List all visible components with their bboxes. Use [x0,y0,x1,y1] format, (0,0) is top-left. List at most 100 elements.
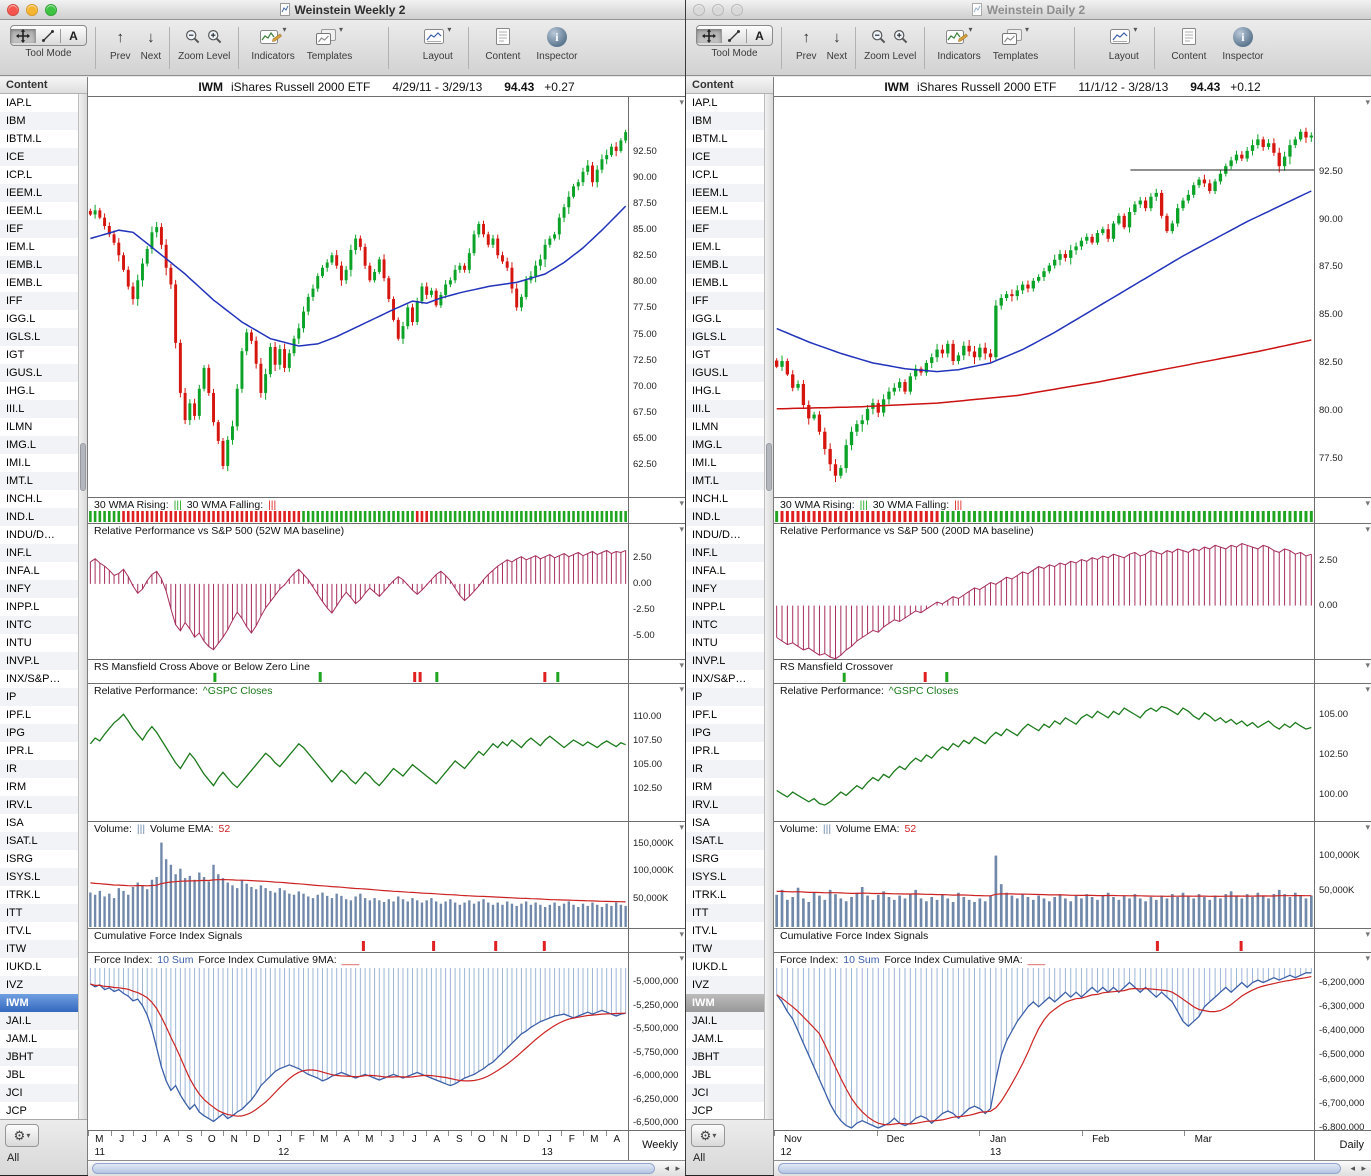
list-item-ivz[interactable]: IVZ [686,976,764,994]
next-button[interactable]: ↓ [830,25,844,49]
list-item-icp-l[interactable]: ICP.L [6,169,33,181]
panel-collapse-toggle[interactable]: ▾ [1365,660,1370,670]
list-item-iukd-l[interactable]: IUKD.L [6,961,42,973]
templates-button[interactable]: ▾ [313,25,346,49]
horizontal-scrollbar[interactable]: ◂ ▸ [774,1160,1371,1176]
panel-collapse-toggle[interactable]: ▾ [1365,524,1370,534]
list-item-jbht[interactable]: JBHT [686,1048,764,1066]
zoom-out-button[interactable] [182,25,204,49]
list-item-ihg-l[interactable]: IHG.L [692,385,721,397]
list-item-ipr-l[interactable]: IPR.L [692,745,720,757]
list-item-imt-l[interactable]: IMT.L [686,472,764,490]
list-item-itw[interactable]: ITW [686,940,764,958]
list-item-ip[interactable]: IP [0,688,78,706]
list-item-ipf-l[interactable]: IPF.L [692,709,718,721]
action-gear-button[interactable]: ⚙ ▾ [691,1124,725,1147]
panel-collapse-toggle[interactable]: ▾ [679,684,684,694]
scroll-left-arrow[interactable]: ◂ [1350,1163,1355,1173]
close-button[interactable] [693,4,705,16]
list-item-ieem-l[interactable]: IEEM.L [6,205,43,217]
scroll-right-arrow[interactable]: ▸ [675,1163,680,1173]
list-item-igus-l[interactable]: IGUS.L [0,364,78,382]
list-item-igls-l[interactable]: IGLS.L [0,328,78,346]
list-item-indu-d-[interactable]: INDU/D… [6,529,55,541]
panel-collapse-toggle[interactable]: ▾ [1365,953,1370,963]
sidebar-scrollbar-thumb[interactable] [766,442,772,491]
list-item-iem-l[interactable]: IEM.L [692,241,721,253]
list-item-img-l[interactable]: IMG.L [686,436,764,454]
list-item-invp-l[interactable]: INVP.L [686,652,764,670]
list-item-ice[interactable]: ICE [686,148,764,166]
list-item-itrk-l[interactable]: ITRK.L [6,889,41,901]
list-item-iap-l[interactable]: IAP.L [6,97,32,109]
list-item-ipg[interactable]: IPG [0,724,78,742]
list-item-iii-l[interactable]: III.L [686,400,764,418]
prev-button[interactable]: ↑ [800,25,814,49]
list-item-jbl[interactable]: JBL [6,1069,25,1081]
scroll-left-arrow[interactable]: ◂ [664,1163,669,1173]
list-item-isat-l[interactable]: ISAT.L [686,832,764,850]
list-item-isa[interactable]: ISA [692,817,710,829]
indicators-button[interactable]: ▾ [257,25,290,49]
list-item-ice[interactable]: ICE [0,148,78,166]
list-item-igg-l[interactable]: IGG.L [692,313,722,325]
minimize-button[interactable] [26,4,38,16]
list-item-iff[interactable]: IFF [0,292,78,310]
list-item-igg-l[interactable]: IGG.L [6,313,36,325]
list-item-jai-l[interactable]: JAI.L [686,1012,764,1030]
list-item-jci[interactable]: JCI [0,1084,78,1102]
prev-button[interactable]: ↑ [114,25,128,49]
list-item-imt-l[interactable]: IMT.L [0,472,78,490]
templates-button[interactable]: ▾ [999,25,1032,49]
list-item-infa-l[interactable]: INFA.L [6,565,40,577]
list-item-iff[interactable]: IFF [686,292,764,310]
list-item-ipg[interactable]: IPG [686,724,764,742]
list-item-intc[interactable]: INTC [0,616,78,634]
list-item-iii-l[interactable]: III.L [0,400,78,418]
list-item-itrk-l[interactable]: ITRK.L [692,889,727,901]
list-item-ilmn[interactable]: ILMN [6,421,33,433]
list-item-jai-l[interactable]: JAI.L [0,1012,78,1030]
zoom-window-button[interactable] [45,4,57,16]
list-item-igt[interactable]: IGT [6,349,25,361]
text-tool-button[interactable]: A [61,29,86,43]
list-item-itv-l[interactable]: ITV.L [6,925,32,937]
line-tool-button[interactable] [722,28,747,43]
list-item-iap-l[interactable]: IAP.L [692,97,718,109]
list-item-itt[interactable]: ITT [686,904,764,922]
close-button[interactable] [7,4,19,16]
list-item-isat-l[interactable]: ISAT.L [0,832,78,850]
indicators-button[interactable]: ▾ [943,25,976,49]
list-item-itw[interactable]: ITW [0,940,78,958]
move-tool-button[interactable] [697,28,722,43]
list-item-intu[interactable]: INTU [6,637,32,649]
panel-collapse-toggle[interactable]: ▾ [679,97,684,107]
list-item-ibm[interactable]: IBM [0,112,78,130]
list-item-inf-l[interactable]: INF.L [0,544,78,562]
list-item-ivz[interactable]: IVZ [0,976,78,994]
zoom-window-button[interactable] [731,4,743,16]
list-item-ibtm-l[interactable]: IBTM.L [6,133,42,145]
panel-collapse-toggle[interactable]: ▾ [1365,684,1370,694]
sidebar-scrollbar[interactable] [78,94,87,1119]
list-item-ieem-l[interactable]: IEEM.L [686,184,764,202]
list-item-infy[interactable]: INFY [686,580,764,598]
inspector-button[interactable]: i [544,25,570,49]
list-item-intc[interactable]: INTC [686,616,764,634]
list-item-ibm[interactable]: IBM [686,112,764,130]
move-tool-button[interactable] [11,28,36,43]
list-item-ieem-l[interactable]: IEEM.L [692,205,729,217]
list-item-ibtm-l[interactable]: IBTM.L [692,133,728,145]
list-item-ief[interactable]: IEF [686,220,764,238]
list-item-jbht[interactable]: JBHT [0,1048,78,1066]
list-item-iemb-l[interactable]: IEMB.L [6,277,43,289]
period-label[interactable]: Weekly [642,1139,678,1151]
list-item-iwm[interactable]: IWM [0,994,78,1012]
list-item-inch-l[interactable]: INCH.L [692,493,729,505]
list-item-irm[interactable]: IRM [6,781,27,793]
panel-collapse-toggle[interactable]: ▾ [1365,822,1370,832]
list-item-iemb-l[interactable]: IEMB.L [686,256,764,274]
panel-collapse-toggle[interactable]: ▾ [1365,929,1370,939]
panel-collapse-toggle[interactable]: ▾ [679,524,684,534]
list-item-ip[interactable]: IP [686,688,764,706]
